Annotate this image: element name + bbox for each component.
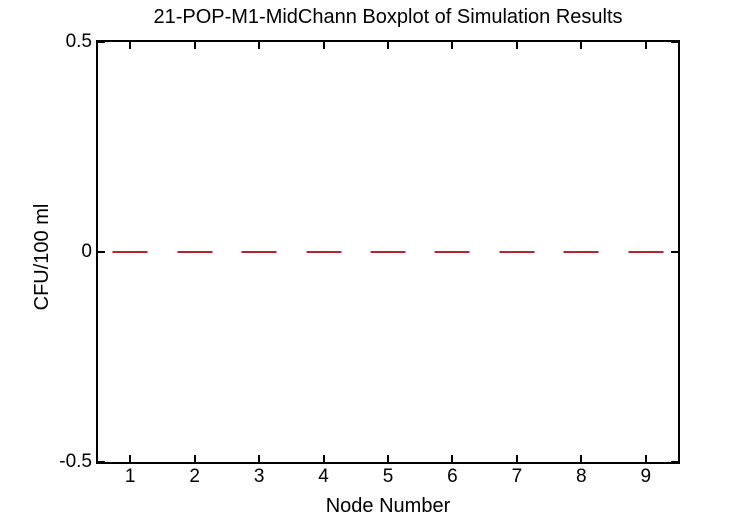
median-line xyxy=(177,251,213,253)
x-tick-top xyxy=(258,42,261,49)
median-line xyxy=(628,251,664,253)
x-tick-top xyxy=(580,42,583,49)
x-tick-bottom xyxy=(258,455,261,462)
x-tick-bottom xyxy=(515,455,518,462)
chart-title: 21-POP-M1-MidChann Boxplot of Simulation… xyxy=(153,6,623,28)
x-tick-top xyxy=(451,42,454,49)
y-tick-label: 0 xyxy=(81,241,92,262)
x-tick-top xyxy=(387,42,389,49)
x-tick-top xyxy=(193,42,196,49)
y-tick-left xyxy=(98,461,105,463)
x-tick-top xyxy=(322,42,325,49)
x-axis-label: Node Number xyxy=(325,495,451,517)
median-line xyxy=(241,251,277,253)
x-tick-bottom xyxy=(129,455,132,462)
x-tick-bottom xyxy=(580,455,583,462)
x-tick-bottom xyxy=(322,455,325,462)
y-tick-left xyxy=(98,41,105,43)
y-tick-right xyxy=(671,251,678,253)
x-tick-label: 4 xyxy=(318,466,329,487)
x-tick-top xyxy=(515,42,518,49)
median-line xyxy=(306,251,342,253)
y-tick-label: -0.5 xyxy=(59,451,92,472)
x-tick-label: 3 xyxy=(253,466,265,487)
x-tick-label: 2 xyxy=(189,466,200,487)
x-tick-label: 1 xyxy=(124,466,136,487)
x-tick-bottom xyxy=(193,455,196,462)
x-tick-bottom xyxy=(644,455,647,462)
x-tick-top xyxy=(644,42,647,49)
median-line xyxy=(499,251,535,253)
median-line xyxy=(563,251,599,253)
median-line xyxy=(370,251,406,253)
x-tick-bottom xyxy=(387,455,389,462)
y-tick-label: 0.5 xyxy=(65,31,92,52)
x-tick-top xyxy=(129,42,132,49)
x-tick-label: 5 xyxy=(382,466,394,487)
y-tick-left xyxy=(98,251,105,253)
x-tick-label: 6 xyxy=(447,466,458,487)
y-tick-right xyxy=(671,41,678,43)
x-tick-bottom xyxy=(451,455,454,462)
x-tick-label: 9 xyxy=(640,466,652,487)
plot-area xyxy=(96,40,680,464)
median-line xyxy=(112,251,148,253)
y-tick-right xyxy=(671,461,678,463)
x-tick-label: 8 xyxy=(576,466,587,487)
median-line xyxy=(434,251,470,253)
x-tick-label: 7 xyxy=(511,466,523,487)
